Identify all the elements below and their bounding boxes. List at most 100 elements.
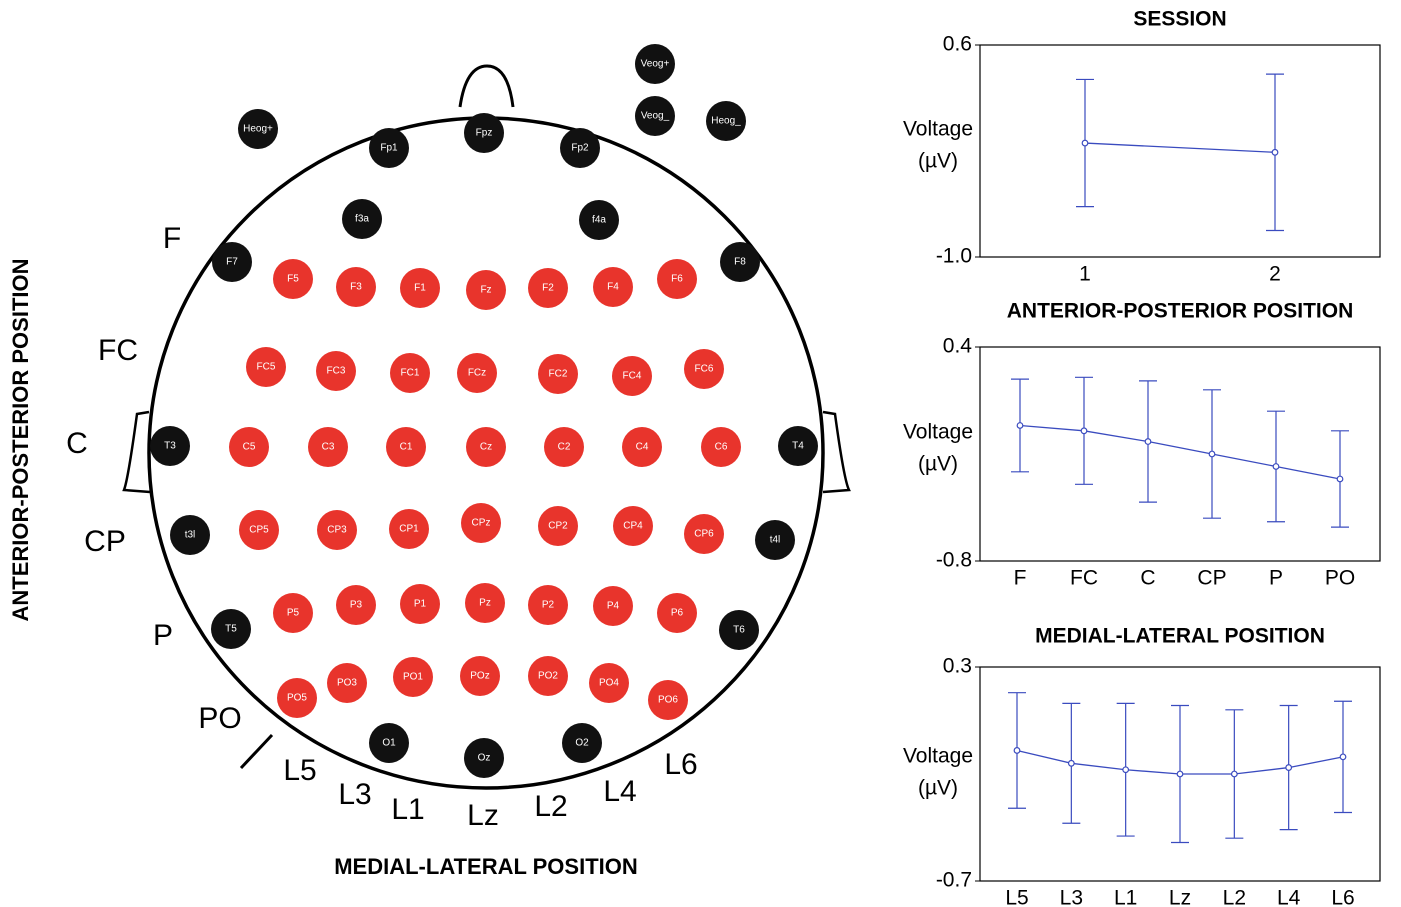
x-tick-label: CP: [1197, 567, 1226, 590]
column-label: L3: [338, 778, 371, 811]
electrode: [684, 514, 724, 554]
row-label: F: [163, 222, 181, 255]
point: [1013, 747, 1021, 754]
x-tick-label: L6: [1331, 887, 1354, 907]
electrode-label: POz: [470, 671, 489, 682]
electrode-label: PO5: [287, 693, 307, 704]
point: [1271, 148, 1279, 156]
electrode-label: Fpz: [476, 128, 493, 139]
electrode: [327, 663, 367, 703]
electrode-label: Fp1: [380, 143, 398, 154]
electrode: [593, 267, 633, 307]
electrode: [273, 259, 313, 299]
electrode: [528, 268, 568, 308]
electrode: [342, 199, 382, 239]
electrode-label: C4: [636, 442, 649, 453]
electrode-label: P4: [607, 601, 620, 612]
electrode: [389, 509, 429, 549]
electrode: [579, 200, 619, 240]
point: [1144, 438, 1152, 445]
electrode-label: F8: [734, 257, 746, 268]
point: [1208, 450, 1216, 458]
y-tick-label: -0.7: [936, 869, 972, 892]
electrode-label: P2: [542, 600, 555, 611]
y-axis-label: (µV): [918, 777, 958, 800]
electrode: [277, 678, 317, 718]
electrode-label: Veog+: [641, 59, 670, 70]
electrode-label: T6: [733, 625, 745, 636]
electrode: [719, 610, 759, 650]
electrode: [657, 259, 697, 299]
electrode-label: CP3: [327, 525, 347, 536]
electrode-label: FC2: [549, 369, 568, 380]
electrode: [393, 657, 433, 697]
electrode-label: PO6: [658, 695, 678, 706]
electrode-label: F4: [607, 282, 619, 293]
electrode: [720, 242, 760, 282]
electrode: [528, 585, 568, 625]
electrode: [755, 520, 795, 560]
plot-frame: [979, 666, 1381, 882]
point: [1067, 759, 1075, 767]
x-tick-label: 2: [1269, 263, 1281, 286]
point: [1336, 475, 1344, 483]
electrode: [635, 96, 675, 136]
electrode: [460, 656, 500, 696]
electrode-label: Fp2: [571, 143, 589, 154]
electrode: [400, 268, 440, 308]
chart-title: SESSION: [1133, 8, 1226, 31]
plot-frame: [979, 44, 1381, 258]
column-label: L1: [391, 793, 424, 826]
x-tick-label: L3: [1060, 887, 1083, 907]
row-label: PO: [198, 702, 241, 735]
electrode: [466, 270, 506, 310]
row-label: C: [66, 427, 88, 460]
point: [1285, 764, 1293, 771]
electrode-label: P1: [414, 599, 427, 610]
electrode: [336, 585, 376, 625]
electrode: [706, 101, 746, 141]
point: [1272, 463, 1280, 470]
electrode: [612, 356, 652, 396]
y-axis-label: (µV): [918, 150, 958, 173]
electrode: [464, 738, 504, 778]
electrode: [238, 109, 278, 149]
electrode-label: CP5: [249, 525, 269, 536]
electrode: [170, 515, 210, 555]
electrode-label: F6: [671, 274, 683, 285]
x-tick-label: L1: [1114, 887, 1137, 907]
x-tick-label: L5: [1005, 887, 1028, 907]
charts: SESSION Voltage (µV) -1.0 0.6 1 2 ANTERIOR-POST…: [903, 8, 1381, 907]
electrode-label: CP2: [548, 521, 568, 532]
electrode-label: f3a: [355, 214, 369, 225]
electrode-label: O2: [575, 738, 589, 749]
divider: [239, 733, 274, 770]
y-axis-title: ANTERIOR-POSTERIOR POSITION: [8, 258, 33, 621]
electrode-label: FC6: [695, 364, 714, 375]
point: [1016, 422, 1024, 429]
electrode: [593, 586, 633, 626]
electrode: [461, 503, 501, 543]
y-tick-label: 0.6: [943, 33, 972, 56]
column-label: Lz: [467, 799, 499, 832]
electrode-label: FCz: [468, 368, 486, 379]
electrode-label: FC1: [401, 368, 420, 379]
plot-frame: [979, 346, 1381, 562]
electrode-label: Pz: [479, 598, 491, 609]
line: [1019, 424, 1341, 480]
electrode-label: FC4: [623, 371, 642, 382]
electrode-label: P3: [350, 600, 363, 611]
x-tick-label: C: [1140, 567, 1155, 590]
electrode: [657, 593, 697, 633]
point: [1230, 770, 1238, 778]
y-tick-label: -0.8: [936, 549, 972, 572]
y-tick-label: -1.0: [936, 245, 972, 268]
x-tick-label: 1: [1079, 263, 1091, 286]
electrode: [273, 593, 313, 633]
electrode-label: C5: [243, 442, 256, 453]
electrode: [464, 113, 504, 153]
x-tick-label: P: [1269, 567, 1283, 590]
electrode: [150, 426, 190, 466]
y-axis-label: Voltage: [903, 745, 973, 768]
